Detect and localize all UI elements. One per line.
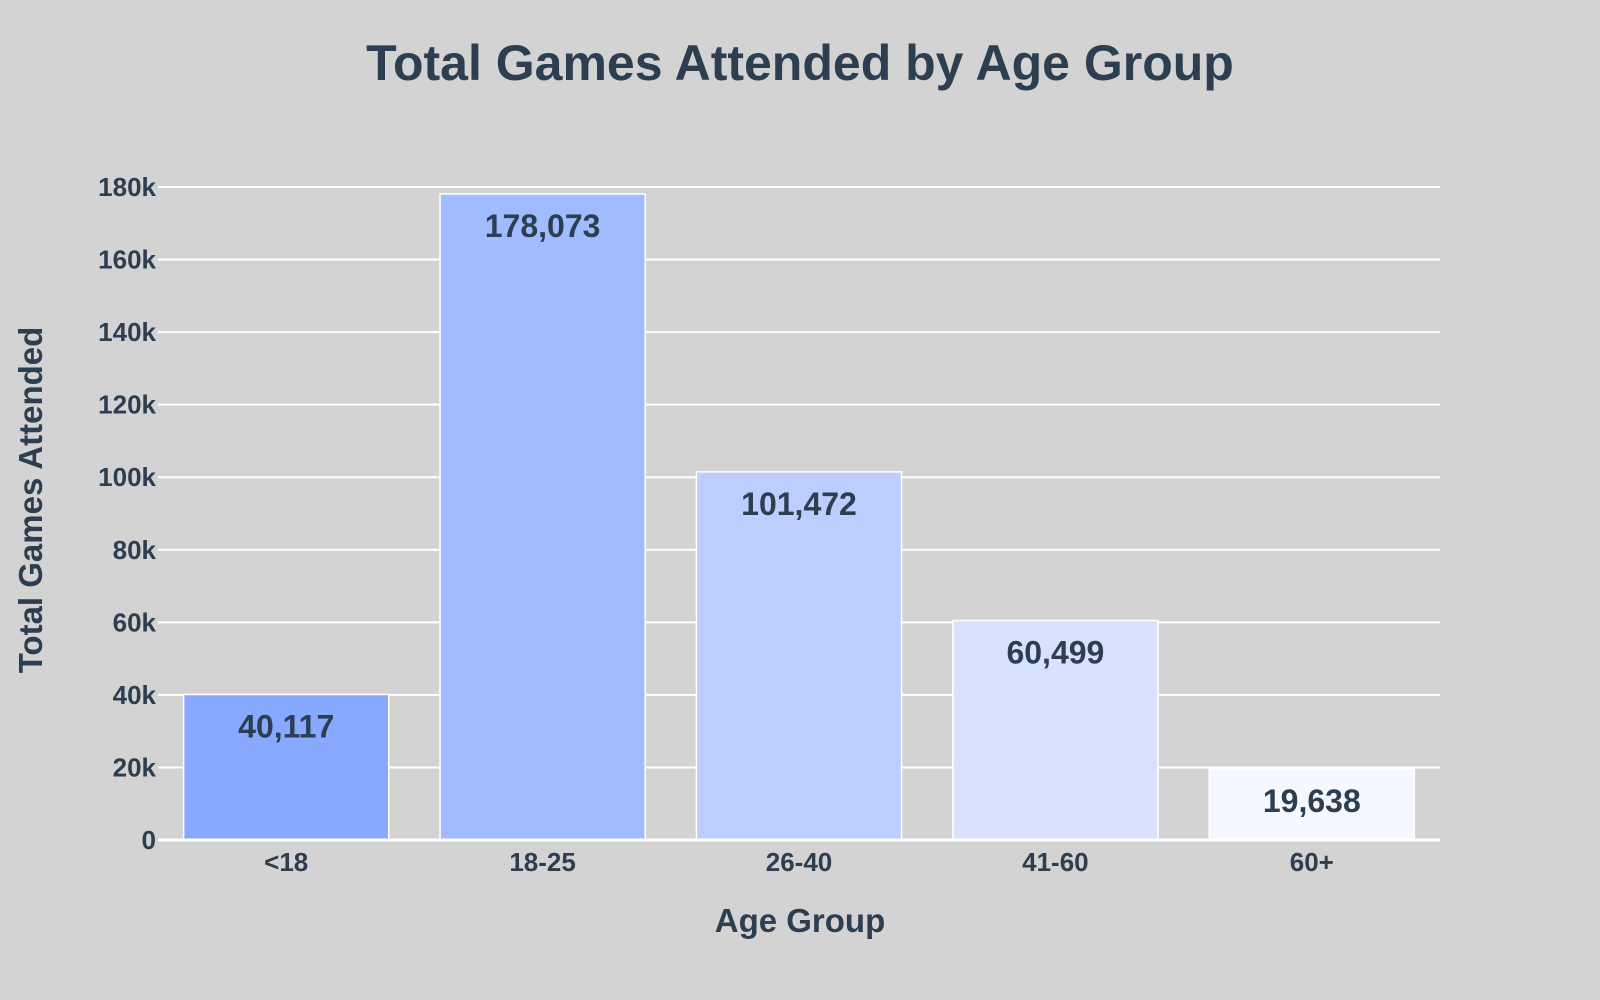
x-axis-title: Age Group	[715, 902, 886, 939]
x-axis-ticks: <18 18-25 26-40 41-60 60+	[264, 847, 1334, 877]
bar-value-label: 178,073	[485, 208, 601, 244]
data-labels: 40,117 178,073 101,472 60,499 19,638	[238, 208, 1361, 819]
chart-title: Total Games Attended by Age Group	[366, 35, 1234, 91]
x-tick-label: <18	[264, 847, 308, 877]
bar-4	[952, 619, 1159, 841]
x-tick-label: 26-40	[766, 847, 833, 877]
y-tick-label: 60k	[113, 607, 157, 637]
y-tick-label: 180k	[98, 172, 156, 202]
x-tick-label: 41-60	[1022, 847, 1089, 877]
bar-value-label: 40,117	[238, 708, 334, 744]
bar-1	[182, 693, 390, 841]
y-tick-label: 20k	[113, 752, 157, 782]
y-tick-label: 0	[142, 825, 156, 855]
bar-2	[439, 193, 646, 841]
bar-value-label: 101,472	[741, 486, 857, 522]
x-tick-label: 60+	[1290, 847, 1334, 877]
y-tick-label: 140k	[98, 317, 156, 347]
y-tick-label: 160k	[98, 245, 156, 275]
y-axis-title: Total Games Attended	[12, 327, 49, 674]
bar-value-label: 19,638	[1263, 783, 1361, 819]
bar-5	[1208, 768, 1416, 841]
y-tick-label: 100k	[98, 462, 156, 492]
x-tick-label: 18-25	[509, 847, 576, 877]
y-tick-label: 80k	[113, 535, 157, 565]
y-tick-label: 120k	[98, 390, 156, 420]
y-tick-label: 40k	[113, 680, 157, 710]
bar-3	[695, 471, 903, 841]
bar-value-label: 60,499	[1006, 635, 1104, 671]
y-axis-ticks: 0 20k 40k 60k 80k 100k 120k 140k 160k 180k	[98, 172, 156, 855]
